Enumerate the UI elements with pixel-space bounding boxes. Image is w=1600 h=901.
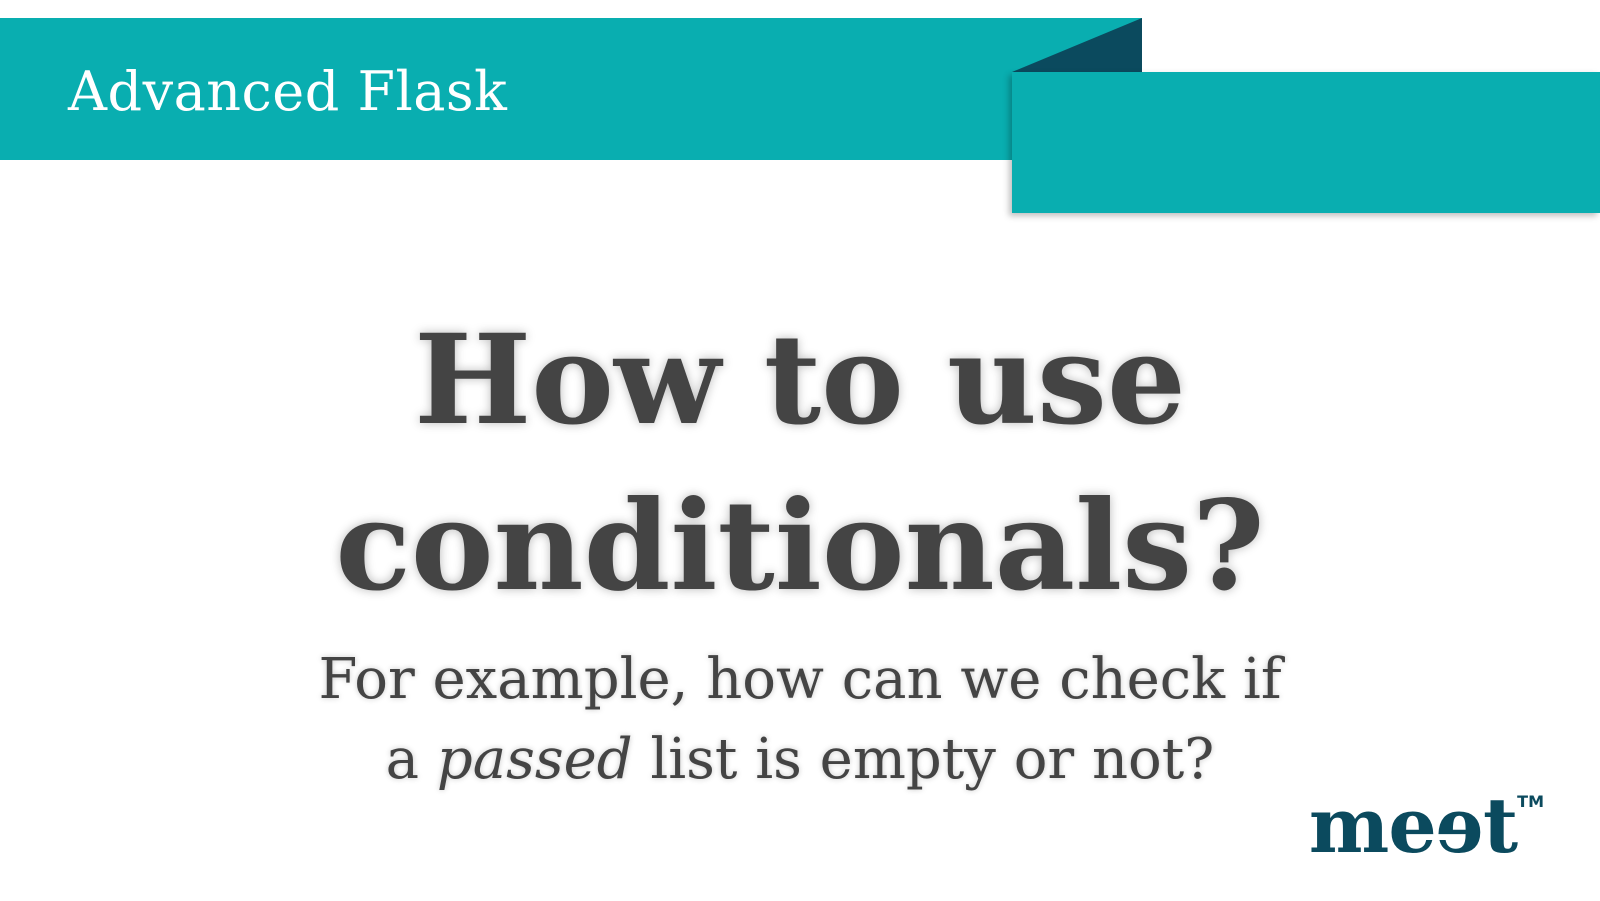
slide-subtitle: For example, how can we check if a passe… (0, 640, 1600, 800)
logo-text: meet (1308, 781, 1518, 870)
subtitle-line-1: For example, how can we check if (318, 647, 1282, 712)
subtitle-suffix: list is empty or not? (632, 727, 1215, 792)
ribbon-extension (1012, 72, 1600, 213)
slide-title-line-1: How to use (414, 308, 1186, 453)
header-title: Advanced Flask (68, 60, 508, 123)
subtitle-prefix: a (385, 727, 437, 792)
subtitle-emphasis: passed (436, 727, 633, 792)
subtitle-line-2: a passed list is empty or not? (0, 720, 1600, 800)
meet-logo: meetTM (1309, 781, 1544, 870)
slide-title: How to use conditionals? (0, 298, 1600, 630)
logo-trademark: TM (1517, 792, 1544, 811)
header-ribbon (0, 18, 1142, 160)
slide-title-line-2: conditionals? (335, 474, 1265, 619)
